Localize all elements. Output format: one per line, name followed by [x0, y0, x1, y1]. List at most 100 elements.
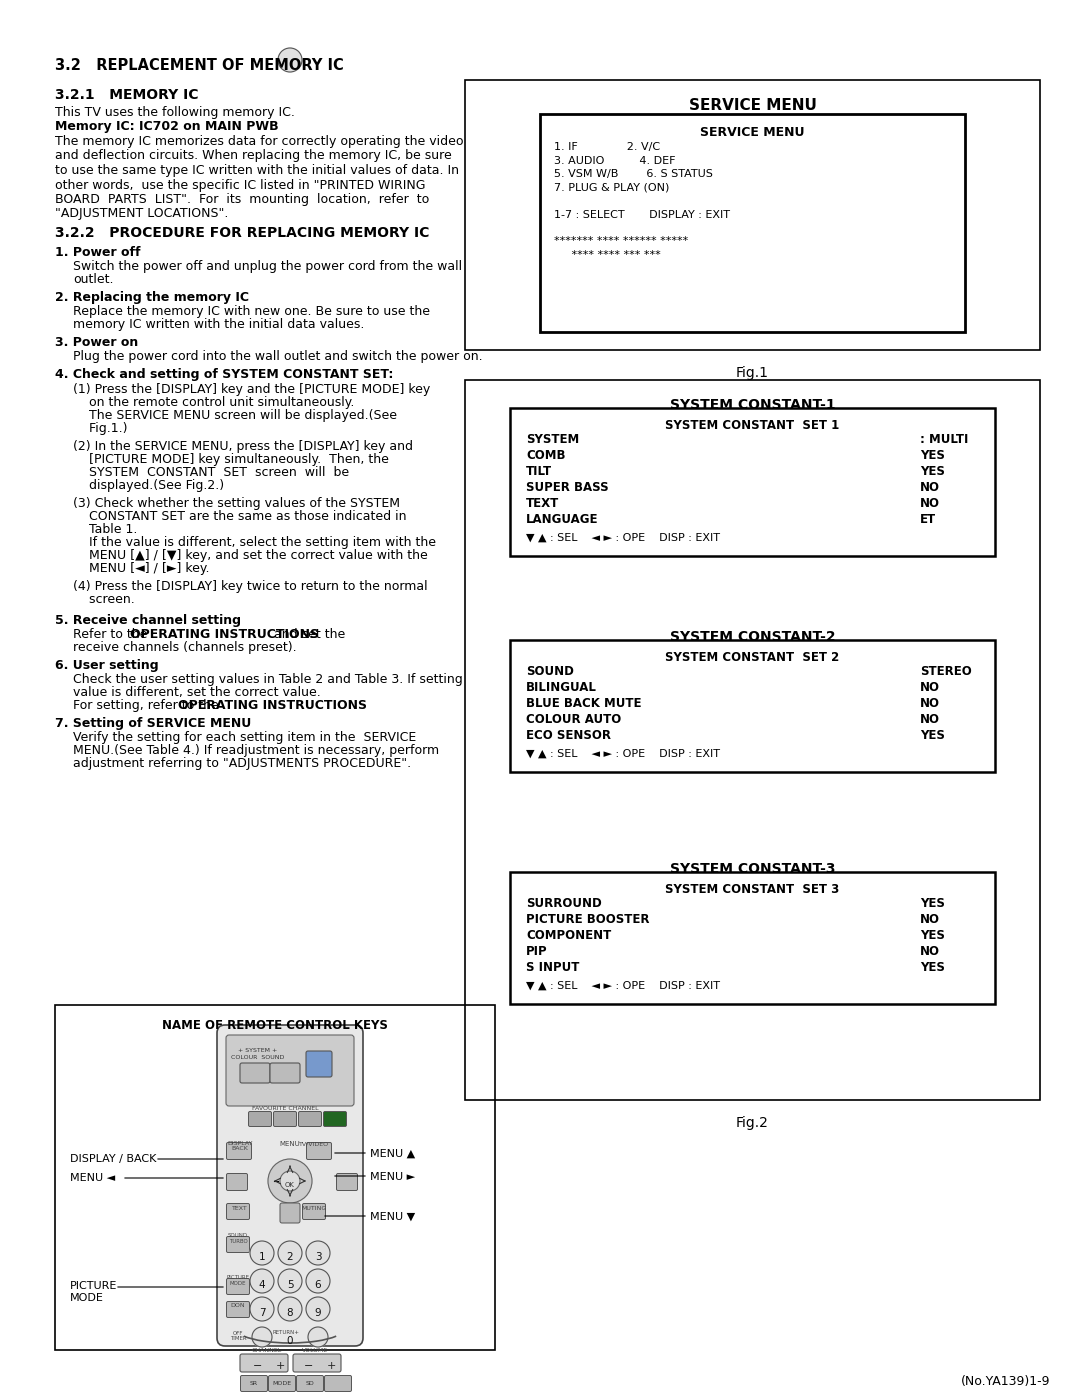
- Text: MODE: MODE: [230, 1281, 246, 1287]
- Text: CONSTANT SET are the same as those indicated in: CONSTANT SET are the same as those indic…: [73, 510, 406, 522]
- Text: (No.YA139)1-9: (No.YA139)1-9: [960, 1375, 1050, 1389]
- FancyBboxPatch shape: [240, 1063, 270, 1083]
- Text: SYSTEM  CONSTANT  SET  screen  will  be: SYSTEM CONSTANT SET screen will be: [73, 467, 349, 479]
- Text: SYSTEM: SYSTEM: [526, 433, 579, 446]
- Circle shape: [306, 1241, 330, 1266]
- Text: 5: 5: [286, 1280, 294, 1289]
- FancyBboxPatch shape: [280, 1203, 300, 1222]
- Text: If the value is different, select the setting item with the: If the value is different, select the se…: [73, 536, 436, 549]
- FancyBboxPatch shape: [227, 1278, 249, 1295]
- FancyBboxPatch shape: [227, 1302, 249, 1317]
- Bar: [540, 115, 966, 332]
- Bar: [465, 380, 1040, 1099]
- Circle shape: [308, 1327, 328, 1347]
- Text: +: +: [326, 1361, 336, 1370]
- Text: 1: 1: [259, 1252, 266, 1261]
- Text: to use the same type IC written with the initial values of data. In: to use the same type IC written with the…: [55, 163, 459, 177]
- Text: (1) Press the [DISPLAY] key and the [PICTURE MODE] key: (1) Press the [DISPLAY] key and the [PIC…: [73, 383, 430, 395]
- FancyBboxPatch shape: [248, 1112, 271, 1126]
- Circle shape: [249, 1268, 274, 1294]
- Text: SOUND: SOUND: [526, 665, 573, 678]
- Text: [PICTURE MODE] key simultaneously.  Then, the: [PICTURE MODE] key simultaneously. Then,…: [73, 453, 389, 467]
- FancyBboxPatch shape: [217, 1025, 363, 1345]
- Text: ******* **** ****** *****: ******* **** ****** *****: [554, 236, 688, 246]
- Text: Verify the setting for each setting item in the  SERVICE: Verify the setting for each setting item…: [73, 731, 416, 745]
- FancyBboxPatch shape: [227, 1143, 252, 1160]
- Text: DISPLAY: DISPLAY: [227, 1141, 253, 1146]
- Bar: [510, 640, 995, 773]
- Text: adjustment referring to "ADJUSTMENTS PROCEDURE".: adjustment referring to "ADJUSTMENTS PRO…: [73, 757, 411, 770]
- Circle shape: [249, 1296, 274, 1322]
- Text: Table 1.: Table 1.: [73, 522, 137, 536]
- Text: SD: SD: [306, 1382, 314, 1386]
- Text: OPERATING INSTRUCTIONS: OPERATING INSTRUCTIONS: [130, 629, 319, 641]
- Text: NO: NO: [920, 712, 940, 726]
- Text: NO: NO: [920, 680, 940, 694]
- Text: SERVICE MENU: SERVICE MENU: [689, 98, 816, 113]
- Text: and deflection circuits. When replacing the memory IC, be sure: and deflection circuits. When replacing …: [55, 149, 451, 162]
- Text: TILT: TILT: [526, 465, 552, 478]
- Circle shape: [306, 1296, 330, 1322]
- Text: Check the user setting values in Table 2 and Table 3. If setting: Check the user setting values in Table 2…: [73, 673, 462, 686]
- Text: This TV uses the following memory IC.: This TV uses the following memory IC.: [55, 106, 295, 119]
- Text: Switch the power off and unplug the power cord from the wall: Switch the power off and unplug the powe…: [73, 260, 462, 272]
- Text: 5. VSM W/B        6. S STATUS: 5. VSM W/B 6. S STATUS: [554, 169, 713, 179]
- FancyBboxPatch shape: [324, 1112, 347, 1126]
- Text: 3: 3: [314, 1252, 322, 1261]
- Text: MENU ►: MENU ►: [370, 1172, 415, 1182]
- Text: OFF: OFF: [233, 1331, 243, 1336]
- Text: 3.2.2   PROCEDURE FOR REPLACING MEMORY IC: 3.2.2 PROCEDURE FOR REPLACING MEMORY IC: [55, 226, 430, 240]
- Text: (4) Press the [DISPLAY] key twice to return to the normal: (4) Press the [DISPLAY] key twice to ret…: [73, 580, 428, 592]
- Text: TURBO: TURBO: [229, 1239, 247, 1243]
- Text: NO: NO: [920, 697, 940, 710]
- Circle shape: [278, 1268, 302, 1294]
- Text: MODE: MODE: [272, 1382, 292, 1386]
- Text: SERVICE MENU: SERVICE MENU: [700, 126, 805, 138]
- Text: NO: NO: [920, 944, 940, 958]
- Text: 6: 6: [314, 1280, 322, 1289]
- Text: 3.2.1   MEMORY IC: 3.2.1 MEMORY IC: [55, 88, 199, 102]
- Text: SYSTEM CONSTANT  SET 1: SYSTEM CONSTANT SET 1: [665, 419, 839, 432]
- Text: LANGUAGE: LANGUAGE: [526, 513, 598, 527]
- Text: PIP: PIP: [526, 944, 548, 958]
- Bar: [465, 80, 1040, 351]
- Text: SYSTEM CONSTANT-2: SYSTEM CONSTANT-2: [670, 630, 835, 644]
- Text: YES: YES: [920, 961, 945, 974]
- Text: 2. Replacing the memory IC: 2. Replacing the memory IC: [55, 291, 249, 305]
- FancyBboxPatch shape: [324, 1376, 351, 1391]
- FancyBboxPatch shape: [273, 1112, 297, 1126]
- Circle shape: [249, 1241, 274, 1266]
- Circle shape: [278, 47, 302, 73]
- Text: MENU ▼: MENU ▼: [370, 1213, 415, 1222]
- FancyBboxPatch shape: [227, 1173, 247, 1190]
- Text: ▼ ▲ : SEL    ◄ ► : OPE    DISP : EXIT: ▼ ▲ : SEL ◄ ► : OPE DISP : EXIT: [526, 749, 720, 759]
- Text: NO: NO: [920, 481, 940, 495]
- Text: BOARD  PARTS  LIST".  For  its  mounting  location,  refer  to: BOARD PARTS LIST". For its mounting loca…: [55, 193, 429, 205]
- FancyBboxPatch shape: [270, 1063, 300, 1083]
- FancyBboxPatch shape: [306, 1051, 332, 1077]
- FancyBboxPatch shape: [226, 1035, 354, 1106]
- Bar: [55, 1004, 495, 1350]
- Text: "ADJUSTMENT LOCATIONS".: "ADJUSTMENT LOCATIONS".: [55, 208, 228, 221]
- Text: +: +: [275, 1361, 285, 1370]
- Text: SURROUND: SURROUND: [526, 897, 602, 909]
- Text: FAVOURITE CHANNEL: FAVOURITE CHANNEL: [252, 1106, 319, 1111]
- Text: BILINGUAL: BILINGUAL: [526, 680, 597, 694]
- Text: 0: 0: [287, 1336, 294, 1345]
- Text: 2: 2: [286, 1252, 294, 1261]
- Text: Fig.2: Fig.2: [737, 1116, 769, 1130]
- Text: OPERATING INSTRUCTIONS: OPERATING INSTRUCTIONS: [178, 698, 367, 712]
- Text: SOUND: SOUND: [228, 1234, 248, 1238]
- FancyBboxPatch shape: [227, 1236, 249, 1253]
- Text: ▼ ▲ : SEL    ◄ ► : OPE    DISP : EXIT: ▼ ▲ : SEL ◄ ► : OPE DISP : EXIT: [526, 981, 720, 990]
- FancyBboxPatch shape: [307, 1143, 332, 1160]
- Circle shape: [268, 1160, 312, 1203]
- Text: 4: 4: [259, 1280, 266, 1289]
- Text: PICTURE: PICTURE: [227, 1275, 249, 1280]
- Text: The SERVICE MENU screen will be displayed.(See: The SERVICE MENU screen will be displaye…: [73, 409, 397, 422]
- Text: 4. Check and setting of SYSTEM CONSTANT SET:: 4. Check and setting of SYSTEM CONSTANT …: [55, 367, 393, 381]
- Circle shape: [278, 1241, 302, 1266]
- Text: S INPUT: S INPUT: [526, 961, 579, 974]
- Text: (2) In the SERVICE MENU, press the [DISPLAY] key and: (2) In the SERVICE MENU, press the [DISP…: [73, 440, 413, 453]
- Text: screen.: screen.: [73, 592, 135, 606]
